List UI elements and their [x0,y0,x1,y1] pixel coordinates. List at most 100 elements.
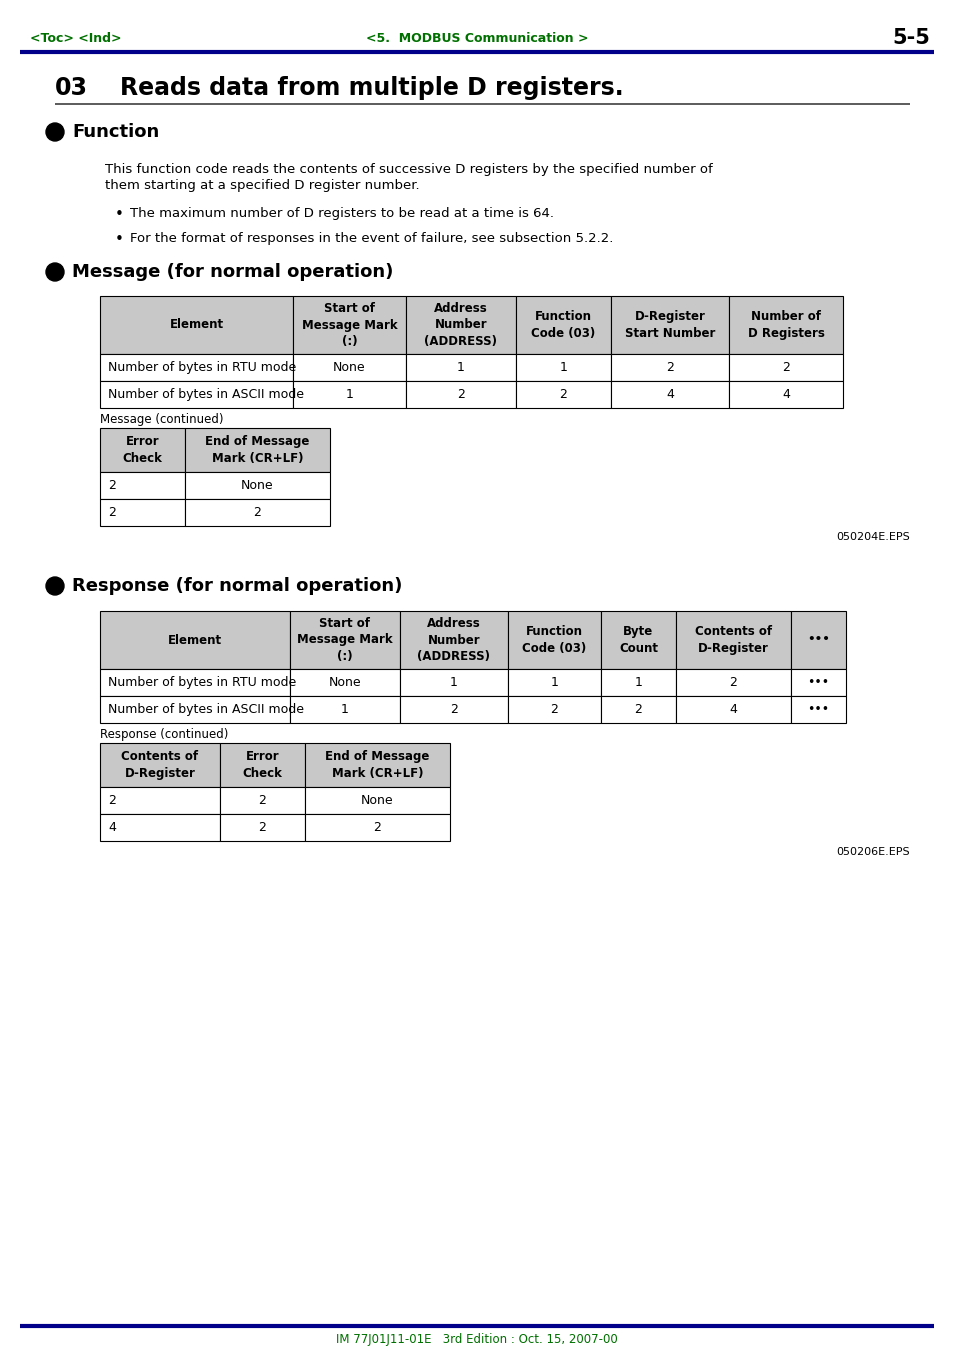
Text: 2: 2 [634,703,641,716]
Text: 2: 2 [108,480,115,492]
Bar [790,611,845,669]
Bar [676,669,790,696]
Bar [600,696,676,723]
Text: Error
Check: Error Check [242,750,282,780]
Text: 2: 2 [781,361,789,374]
Text: Error
Check: Error Check [122,435,162,465]
Text: 2: 2 [729,676,737,689]
Bar [100,611,290,669]
Text: 1: 1 [450,676,457,689]
Bar [220,815,305,842]
Bar [516,296,610,354]
Bar [610,296,728,354]
Text: Response (continued): Response (continued) [100,728,228,740]
Text: 4: 4 [665,388,673,401]
Text: 03: 03 [55,76,88,100]
Bar [100,499,185,526]
Bar [507,611,600,669]
Text: This function code reads the contents of successive D registers by the specified: This function code reads the contents of… [105,163,712,176]
Text: Function
Code (03): Function Code (03) [531,311,595,339]
Text: Number of bytes in RTU mode: Number of bytes in RTU mode [108,676,296,689]
Text: 2: 2 [253,507,261,519]
Bar [293,296,406,354]
Bar [100,788,220,815]
Text: 2: 2 [258,794,266,807]
Bar [100,428,185,471]
Text: Function: Function [71,123,159,141]
Text: 2: 2 [108,507,115,519]
Bar [305,743,450,788]
Bar [399,669,507,696]
Text: Number of bytes in RTU mode: Number of bytes in RTU mode [108,361,296,374]
Text: <5.  MODBUS Communication >: <5. MODBUS Communication > [365,31,588,45]
Bar [100,669,290,696]
Bar [290,669,399,696]
Text: The maximum number of D registers to be read at a time is 64.: The maximum number of D registers to be … [130,207,554,220]
Text: 2: 2 [665,361,673,374]
Bar [406,381,516,408]
Bar [293,381,406,408]
Bar [610,354,728,381]
Bar [516,354,610,381]
Bar [305,815,450,842]
Circle shape [46,263,64,281]
Bar [600,669,676,696]
Text: Contents of
D-Register: Contents of D-Register [121,750,198,780]
Text: •: • [115,232,124,247]
Text: 1: 1 [341,703,349,716]
Text: 5-5: 5-5 [891,28,929,49]
Text: 2: 2 [374,821,381,834]
Bar [290,611,399,669]
Bar [100,381,293,408]
Bar [100,354,293,381]
Text: 2: 2 [108,794,115,807]
Bar [185,471,330,499]
Bar [399,696,507,723]
Circle shape [46,577,64,594]
Bar [293,354,406,381]
Bar [100,296,293,354]
Text: •••: ••• [806,703,829,716]
Text: 2: 2 [550,703,558,716]
Bar [220,788,305,815]
Text: Byte
Count: Byte Count [618,626,658,655]
Text: 4: 4 [781,388,789,401]
Bar [600,611,676,669]
Bar [728,354,842,381]
Text: 050206E.EPS: 050206E.EPS [836,847,909,857]
Text: None: None [361,794,394,807]
Text: 050204E.EPS: 050204E.EPS [836,532,909,542]
Text: IM 77J01J11-01E   3rd Edition : Oct. 15, 2007-00: IM 77J01J11-01E 3rd Edition : Oct. 15, 2… [335,1332,618,1346]
Text: •••: ••• [806,634,829,647]
Text: them starting at a specified D register number.: them starting at a specified D register … [105,178,419,192]
Text: 2: 2 [456,388,464,401]
Text: Element: Element [170,319,223,331]
Text: 4: 4 [729,703,737,716]
Bar [185,428,330,471]
Text: Reads data from multiple D registers.: Reads data from multiple D registers. [120,76,623,100]
Text: Message (continued): Message (continued) [100,413,223,426]
Text: <Toc> <Ind>: <Toc> <Ind> [30,31,121,45]
Text: For the format of responses in the event of failure, see subsection 5.2.2.: For the format of responses in the event… [130,232,613,245]
Bar [399,611,507,669]
Bar [676,611,790,669]
Bar [290,696,399,723]
Bar [406,354,516,381]
Text: None: None [329,676,361,689]
Bar [100,471,185,499]
Text: 2: 2 [559,388,567,401]
Text: End of Message
Mark (CR+LF): End of Message Mark (CR+LF) [325,750,429,780]
Text: 1: 1 [550,676,558,689]
Text: 1: 1 [559,361,567,374]
Bar [507,696,600,723]
Text: None: None [333,361,365,374]
Text: 2: 2 [258,821,266,834]
Bar [728,381,842,408]
Text: Contents of
D-Register: Contents of D-Register [694,626,771,655]
Bar [676,696,790,723]
Circle shape [46,123,64,141]
Text: •••: ••• [806,676,829,689]
Text: 1: 1 [345,388,353,401]
Bar [220,743,305,788]
Text: Number of bytes in ASCII mode: Number of bytes in ASCII mode [108,703,304,716]
